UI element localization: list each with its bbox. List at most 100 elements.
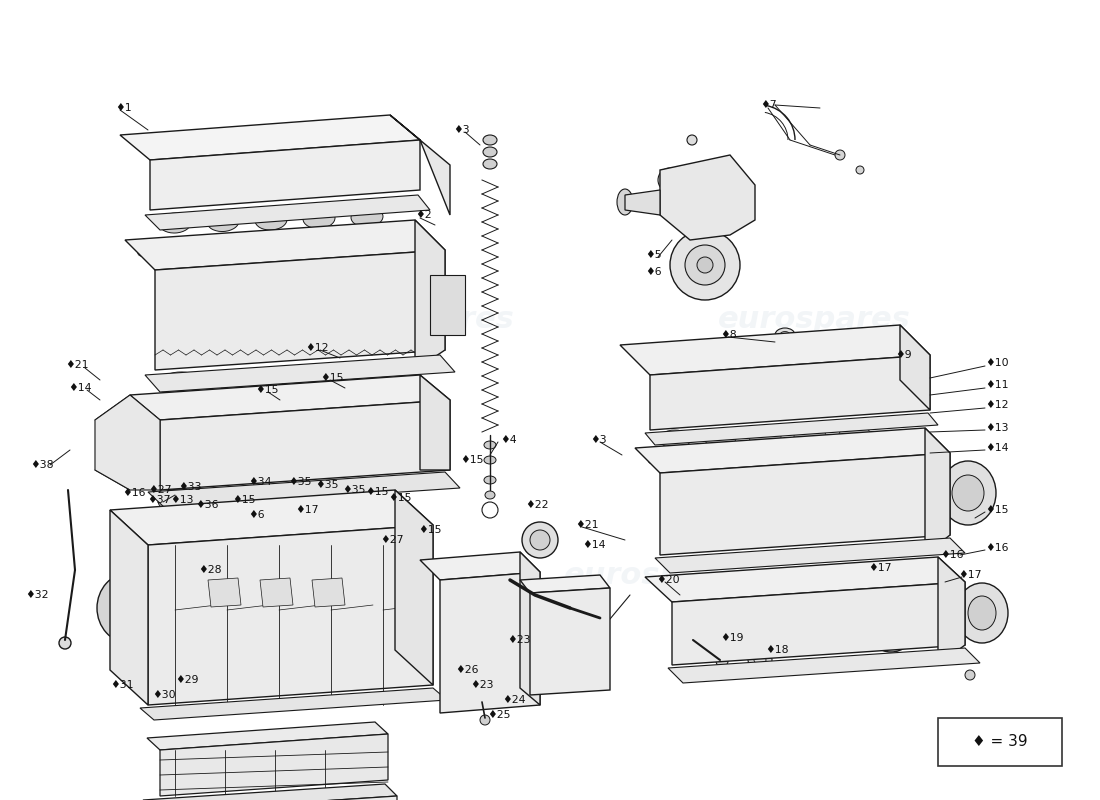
Ellipse shape (97, 573, 161, 643)
Text: ♦15: ♦15 (388, 493, 411, 503)
Polygon shape (654, 538, 965, 573)
Ellipse shape (342, 616, 366, 644)
Ellipse shape (940, 461, 996, 525)
Polygon shape (520, 552, 540, 705)
Ellipse shape (745, 612, 789, 652)
Ellipse shape (864, 501, 889, 525)
Ellipse shape (450, 612, 520, 688)
Ellipse shape (280, 605, 324, 655)
Text: ♦17: ♦17 (295, 505, 319, 515)
Text: ♦21: ♦21 (575, 520, 598, 530)
Polygon shape (520, 575, 610, 593)
Text: ♦15: ♦15 (418, 525, 441, 535)
Circle shape (323, 235, 331, 243)
Ellipse shape (538, 610, 602, 680)
Text: ♦27: ♦27 (148, 485, 172, 495)
Circle shape (207, 243, 216, 251)
Ellipse shape (483, 135, 497, 145)
Ellipse shape (216, 134, 240, 150)
Text: ♦35: ♦35 (288, 477, 311, 487)
Polygon shape (420, 375, 450, 470)
Ellipse shape (878, 620, 904, 644)
Polygon shape (925, 428, 950, 555)
Bar (430, 275, 465, 335)
Text: ♦25: ♦25 (487, 710, 510, 720)
Ellipse shape (332, 605, 376, 655)
Text: ♦32: ♦32 (25, 590, 48, 600)
Text: ♦5: ♦5 (645, 250, 661, 260)
Ellipse shape (144, 139, 168, 156)
Text: ♦26: ♦26 (455, 665, 478, 675)
Text: ♦13: ♦13 (170, 495, 194, 505)
Text: ♦1: ♦1 (116, 103, 132, 113)
Polygon shape (650, 355, 930, 430)
Ellipse shape (322, 126, 346, 142)
Polygon shape (208, 578, 241, 607)
Ellipse shape (484, 441, 496, 449)
Ellipse shape (351, 207, 383, 227)
Ellipse shape (754, 620, 780, 644)
Polygon shape (130, 375, 450, 420)
Ellipse shape (658, 168, 682, 192)
Text: ♦15: ♦15 (460, 455, 484, 465)
Circle shape (857, 442, 864, 450)
FancyBboxPatch shape (938, 718, 1062, 766)
Circle shape (370, 232, 377, 240)
Text: ♦23: ♦23 (470, 680, 494, 690)
Ellipse shape (429, 283, 465, 327)
Ellipse shape (839, 426, 871, 444)
Text: ♦35: ♦35 (315, 480, 339, 490)
Polygon shape (395, 490, 433, 685)
Circle shape (742, 377, 748, 383)
Polygon shape (415, 220, 446, 370)
Ellipse shape (670, 230, 740, 300)
Text: ♦22: ♦22 (525, 500, 549, 510)
Polygon shape (148, 472, 460, 508)
Ellipse shape (111, 588, 147, 628)
Polygon shape (440, 572, 540, 713)
Ellipse shape (294, 295, 338, 335)
Ellipse shape (727, 645, 742, 655)
Circle shape (688, 135, 697, 145)
Ellipse shape (697, 257, 713, 273)
Text: ♦19: ♦19 (720, 633, 744, 643)
Ellipse shape (562, 636, 578, 654)
Polygon shape (625, 190, 660, 215)
Ellipse shape (484, 456, 496, 464)
Ellipse shape (228, 605, 272, 655)
Ellipse shape (176, 303, 204, 327)
Polygon shape (938, 557, 965, 665)
Polygon shape (120, 115, 420, 160)
Ellipse shape (290, 616, 314, 644)
Ellipse shape (668, 493, 712, 533)
Ellipse shape (172, 430, 218, 474)
Text: ♦30: ♦30 (152, 690, 176, 700)
Ellipse shape (749, 428, 781, 446)
Circle shape (856, 166, 864, 174)
Circle shape (480, 715, 490, 725)
Ellipse shape (365, 303, 393, 327)
Ellipse shape (234, 430, 280, 474)
Text: ♦4: ♦4 (500, 435, 517, 445)
Text: ♦6: ♦6 (248, 510, 265, 520)
Ellipse shape (730, 493, 774, 533)
Ellipse shape (255, 210, 287, 230)
Circle shape (903, 439, 911, 446)
Polygon shape (143, 784, 397, 800)
Text: ♦33: ♦33 (178, 482, 201, 492)
Polygon shape (110, 510, 148, 705)
Ellipse shape (168, 295, 212, 335)
Text: ♦15: ♦15 (255, 385, 278, 395)
Polygon shape (148, 525, 433, 705)
Circle shape (965, 670, 975, 680)
Ellipse shape (552, 625, 589, 665)
Ellipse shape (465, 628, 505, 672)
Text: ♦17: ♦17 (958, 570, 981, 580)
Text: ♦7: ♦7 (760, 100, 777, 110)
Ellipse shape (659, 430, 691, 448)
Text: ♦36: ♦36 (195, 500, 219, 510)
Text: ♦14: ♦14 (984, 443, 1009, 453)
Polygon shape (312, 578, 345, 607)
Text: ♦34: ♦34 (248, 477, 272, 487)
Ellipse shape (483, 147, 497, 157)
